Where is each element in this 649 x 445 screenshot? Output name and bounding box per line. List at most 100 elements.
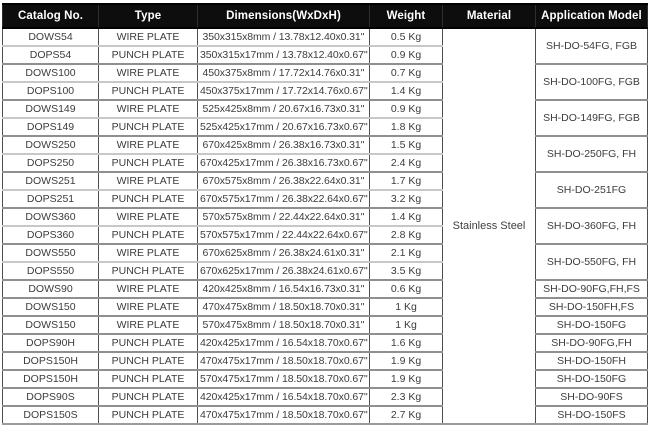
application-model-cell: SH-DO-100FG, FGB <box>535 63 648 100</box>
cell-catalog-no: DOWS90 <box>2 279 99 298</box>
cell-type: PUNCH PLATE <box>98 81 198 100</box>
header-row: Catalog No. Type Dimensions(WxDxH) Weigh… <box>2 3 648 29</box>
cell-dimensions: 570x575x8mm / 22.44x22.64x0.31'' <box>197 207 370 226</box>
cell-catalog-no: DOPS90S <box>2 387 99 406</box>
application-model-cell: SH-DO-251FG <box>535 171 648 208</box>
material-cell: Stainless Steel <box>442 27 536 424</box>
cell-type: WIRE PLATE <box>98 135 198 154</box>
cell-catalog-no: DOPS550 <box>2 261 99 280</box>
cell-type: PUNCH PLATE <box>98 405 198 424</box>
cell-weight: 2.1 Kg <box>369 243 443 262</box>
cell-catalog-no: DOWS150 <box>2 297 99 316</box>
cell-dimensions: 570x475x17mm / 18.50x18.70x0.67'' <box>197 369 370 388</box>
cell-type: PUNCH PLATE <box>98 369 198 388</box>
cell-type: PUNCH PLATE <box>98 225 198 244</box>
cell-dimensions: 470x475x8mm / 18.50x18.70x0.31'' <box>197 297 370 316</box>
application-model-cell: SH-DO-150FG <box>535 315 648 334</box>
table-row: DOPS150S PUNCH PLATE 470x475x17mm / 18.50x… <box>2 405 648 424</box>
cell-dimensions: 525x425x8mm / 20.67x16.73x0.31'' <box>197 99 370 118</box>
header-material: Material <box>442 3 536 29</box>
cell-weight: 2.8 Kg <box>369 225 443 244</box>
header-dimensions: Dimensions(WxDxH) <box>197 3 370 29</box>
application-model-cell: SH-DO-150FH <box>535 351 648 370</box>
table-row: DOWS150 WIRE PLATE 470x475x8mm / 18.50x18.… <box>2 297 648 316</box>
product-spec-table: Catalog No. Type Dimensions(WxDxH) Weigh… <box>2 3 648 425</box>
table-body: DOWS54 WIRE PLATE 350x315x8mm / 13.78x12.4… <box>2 27 648 424</box>
table-row: DOPS150H PUNCH PLATE 470x475x17mm / 18.50x… <box>2 351 648 370</box>
cell-type: WIRE PLATE <box>98 207 198 226</box>
cell-catalog-no: DOPS251 <box>2 189 99 208</box>
application-model-cell: SH-DO-150FG <box>535 369 648 388</box>
table-row: DOPS90S PUNCH PLATE 420x425x17mm / 16.54x1… <box>2 387 648 406</box>
cell-weight: 1 Kg <box>369 315 443 334</box>
header-application-model: Application Model <box>535 3 648 29</box>
cell-weight: 1.8 Kg <box>369 117 443 136</box>
cell-catalog-no: DOPS360 <box>2 225 99 244</box>
cell-catalog-no: DOPS54 <box>2 45 99 64</box>
table-row: DOWS90 WIRE PLATE 420x425x8mm / 16.54x16.7… <box>2 279 648 298</box>
cell-type: WIRE PLATE <box>98 279 198 298</box>
application-model-cell: SH-DO-150FS <box>535 405 648 424</box>
cell-weight: 1 Kg <box>369 297 443 316</box>
cell-catalog-no: DOPS150H <box>2 369 99 388</box>
cell-weight: 1.5 Kg <box>369 135 443 154</box>
table-row: DOPS250 PUNCH PLATE 670x425x17mm / 26.38x1… <box>2 153 648 172</box>
cell-weight: 0.5 Kg <box>369 27 443 46</box>
cell-weight: 2.7 Kg <box>369 405 443 424</box>
cell-weight: 1.9 Kg <box>369 369 443 388</box>
cell-dimensions: 470x475x17mm / 18.50x18.70x0.67'' <box>197 405 370 424</box>
application-model-cell: SH-DO-150FH,FS <box>535 297 648 316</box>
table-row: DOPS149 PUNCH PLATE 525x425x17mm / 20.67x1… <box>2 117 648 136</box>
cell-dimensions: 350x315x17mm / 13.78x12.40x0.67'' <box>197 45 370 64</box>
table-row: DOPS90H PUNCH PLATE 420x425x17mm / 16.54x1… <box>2 333 648 352</box>
cell-weight: 0.9 Kg <box>369 45 443 64</box>
cell-weight: 0.6 Kg <box>369 279 443 298</box>
cell-type: WIRE PLATE <box>98 99 198 118</box>
cell-type: PUNCH PLATE <box>98 351 198 370</box>
cell-type: PUNCH PLATE <box>98 189 198 208</box>
cell-weight: 1.4 Kg <box>369 207 443 226</box>
table-row: DOWS150 WIRE PLATE 570x475x8mm / 18.50x18.… <box>2 315 648 334</box>
cell-catalog-no: DOWS251 <box>2 171 99 190</box>
header-weight: Weight <box>369 3 443 29</box>
cell-dimensions: 420x425x17mm / 16.54x18.70x0.67'' <box>197 387 370 406</box>
table-row: DOWS250 WIRE PLATE 670x425x8mm / 26.38x16.… <box>2 135 648 172</box>
cell-dimensions: 525x425x17mm / 20.67x16.73x0.67'' <box>197 117 370 136</box>
table-row: DOPS54 PUNCH PLATE 350x315x17mm / 13.78x12… <box>2 45 648 64</box>
cell-type: PUNCH PLATE <box>98 387 198 406</box>
cell-weight: 0.7 Kg <box>369 63 443 82</box>
cell-dimensions: 350x315x8mm / 13.78x12.40x0.31'' <box>197 27 370 46</box>
cell-type: PUNCH PLATE <box>98 333 198 352</box>
cell-catalog-no: DOPS150H <box>2 351 99 370</box>
cell-type: WIRE PLATE <box>98 297 198 316</box>
cell-weight: 2.4 Kg <box>369 153 443 172</box>
table-row: DOWS149 WIRE PLATE 525x425x8mm / 20.67x16.… <box>2 99 648 136</box>
cell-catalog-no: DOWS149 <box>2 99 99 118</box>
cell-catalog-no: DOWS360 <box>2 207 99 226</box>
cell-type: PUNCH PLATE <box>98 261 198 280</box>
application-model-cell: SH-DO-250FG, FH <box>535 135 648 172</box>
cell-dimensions: 670x625x17mm / 26.38x24.61x0.67'' <box>197 261 370 280</box>
cell-catalog-no: DOWS100 <box>2 63 99 82</box>
cell-dimensions: 670x425x17mm / 26.38x16.73x0.67'' <box>197 153 370 172</box>
cell-type: WIRE PLATE <box>98 63 198 82</box>
cell-weight: 1.7 Kg <box>369 171 443 190</box>
cell-weight: 1.6 Kg <box>369 333 443 352</box>
cell-weight: 0.9 Kg <box>369 99 443 118</box>
cell-catalog-no: DOPS90H <box>2 333 99 352</box>
cell-weight: 3.2 Kg <box>369 189 443 208</box>
cell-dimensions: 670x575x8mm / 26.38x22.64x0.31'' <box>197 171 370 190</box>
table-row: DOWS100 WIRE PLATE 450x375x8mm / 17.72x14.… <box>2 63 648 100</box>
table-row: DOPS550 PUNCH PLATE 670x625x17mm / 26.38x2… <box>2 261 648 280</box>
table-row: DOPS150H PUNCH PLATE 570x475x17mm / 18.50x… <box>2 369 648 388</box>
application-model-cell: SH-DO-90FS <box>535 387 648 406</box>
cell-dimensions: 670x625x8mm / 26.38x24.61x0.31'' <box>197 243 370 262</box>
cell-catalog-no: DOWS250 <box>2 135 99 154</box>
cell-type: WIRE PLATE <box>98 243 198 262</box>
cell-type: WIRE PLATE <box>98 315 198 334</box>
cell-dimensions: 570x575x17mm / 22.44x22.64x0.67'' <box>197 225 370 244</box>
table-row: DOWS54 WIRE PLATE 350x315x8mm / 13.78x12.4… <box>2 27 648 424</box>
table-row: DOPS100 PUNCH PLATE 450x375x17mm / 17.72x1… <box>2 81 648 100</box>
cell-weight: 1.4 Kg <box>369 81 443 100</box>
cell-catalog-no: DOWS150 <box>2 315 99 334</box>
